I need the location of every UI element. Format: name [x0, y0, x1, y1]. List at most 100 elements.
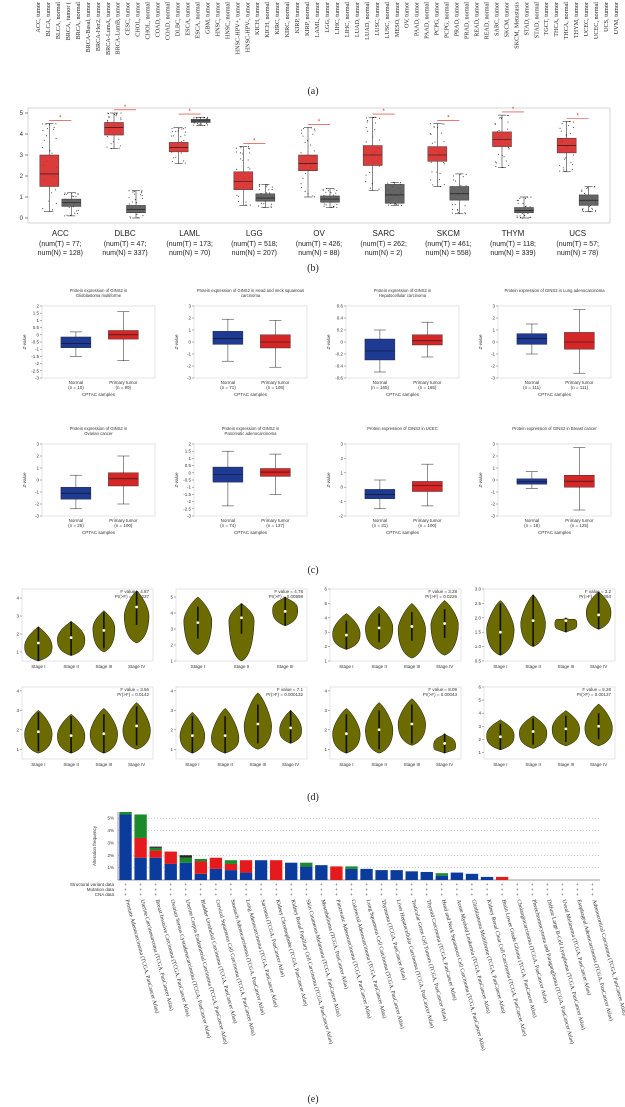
panel-b-jitter-point — [439, 172, 441, 174]
panel-b-jitter-point — [175, 131, 177, 133]
panel-e-row-mark: + — [410, 882, 413, 887]
panel-b-jitter-point — [498, 153, 500, 155]
panel-e-row-mark: + — [365, 887, 368, 892]
panel-b-jitter-point — [366, 121, 368, 123]
panel-d-frame — [21, 686, 154, 760]
panel-b-jitter-point — [300, 152, 302, 154]
panel-e-row-mark: + — [169, 892, 172, 897]
panel-c-ytick-label: -1 — [491, 352, 495, 357]
panel-d-ytick-label: 0.5 — [475, 659, 482, 664]
panel-d-frame — [21, 588, 154, 662]
panel-d-ytick-label: 2.5 — [475, 601, 482, 606]
panel-b-jitter-point — [173, 135, 175, 137]
panel-d-ytick-label: 5 — [478, 698, 481, 703]
panel-a-category-label: CHOL, normal — [145, 2, 152, 40]
panel-c-ytick-label: -2.5 — [31, 368, 39, 373]
panel-e-row-mark: + — [471, 892, 474, 897]
panel-a-category-label: CHOL, tumor — [135, 2, 142, 37]
panel-b-jitter-point — [51, 209, 53, 211]
panel-a-category-label: PRAD, normal — [464, 2, 471, 39]
panel-b-jitter-point — [260, 203, 262, 205]
panel-c-group-n: (n = 18) — [524, 523, 540, 528]
panel-b-jitter-point — [460, 184, 462, 186]
panel-a-category-label: KIRC, tumor — [274, 2, 281, 35]
panel-c-ytick-label: 0.6 — [337, 304, 344, 309]
panel-e-row-mark: + — [365, 892, 368, 897]
panel-c-group-n: (n = 111) — [571, 385, 589, 390]
panel-b-sig-star: * — [318, 120, 321, 126]
panel-e-bar-deep-deletion — [194, 873, 208, 880]
panel-e-row-mark: + — [230, 892, 233, 897]
panel-b-jitter-point — [379, 117, 381, 119]
panel-a-category-label: UCS, tumor — [603, 2, 610, 32]
panel-c-plot-title: carcinoma — [241, 293, 261, 298]
panel-d-median-dot — [531, 730, 535, 733]
panel-b-jitter-point — [110, 143, 112, 145]
panel-d-median-dot — [135, 724, 139, 728]
panel-c-ytick-label: 2 — [492, 454, 495, 459]
panel-c-group-n: (n = 137) — [266, 523, 285, 528]
panel-b-jitter-point — [263, 203, 265, 205]
panel-b-jitter-point — [196, 117, 198, 119]
panel-b-jitter-point — [239, 152, 241, 154]
panel-b-jitter-point — [377, 190, 379, 192]
panel-e-row-mark: + — [380, 887, 383, 892]
panel-d-fvalue: F value = 8.09 — [428, 687, 457, 692]
panel-d-ytick-label: 4 — [16, 596, 19, 601]
panel-c-box-tumor — [412, 334, 443, 346]
panel-label-c: (c) — [307, 565, 318, 576]
panel-d-ytick-label: 2 — [16, 632, 19, 637]
panel-c-group-n: (n = 100) — [114, 523, 133, 528]
panel-b-jitter-point — [559, 170, 561, 172]
panel-a-category-label: PRAD, tumor — [454, 2, 461, 36]
panel-e-row-mark: + — [275, 892, 278, 897]
panel-b-jitter-point — [441, 123, 443, 125]
panel-e-row-mark: + — [169, 887, 172, 892]
panel-e-bar-amplification — [194, 861, 208, 874]
panel-c-ytick-label: 3 — [492, 304, 495, 309]
panel-b-jitter-point — [572, 164, 574, 166]
panel-b-jitter-point — [270, 205, 272, 207]
panel-e-row-mark: + — [124, 882, 127, 887]
panel-b-jitter-point — [325, 204, 327, 206]
panel-a-category-label: HNSC-HPV-, tumor — [244, 2, 251, 52]
panel-b-jitter-point — [198, 123, 200, 125]
panel-b-jitter-point — [184, 162, 186, 164]
panel-d-median-dot — [196, 621, 200, 624]
panel-b-box-normal — [255, 193, 276, 202]
panel-e-row-mark: + — [576, 882, 579, 887]
panel-c-xlabel: CPTAC samples — [386, 530, 420, 535]
panel-c-group-label: Normal — [373, 380, 388, 385]
panel-b-jitter-point — [180, 140, 182, 142]
panel-c-group-n: (n = 125) — [570, 523, 589, 528]
panel-b-jitter-point — [181, 128, 183, 130]
panel-c-ytick-label: 1 — [36, 318, 39, 323]
panel-b-expression-boxplot: 0 1 2 3 4 5 * ACC (num(T) = 77; num(N) = 128) * DLB… — [20, 105, 611, 257]
panel-a-category-label: SKCM, tumor — [503, 2, 510, 37]
panel-b-ytick-label: 2 — [20, 174, 24, 180]
panel-d-ytick-label: 1.0 — [475, 644, 482, 649]
panel-a-category-label: OV, tumor — [404, 2, 411, 28]
panel-b-jitter-point — [249, 152, 251, 154]
panel-b-n-tumor: (num(T) = 518; — [231, 241, 278, 248]
panel-b-jitter-point — [45, 135, 47, 137]
panel-c-group-label: Normal — [525, 518, 540, 523]
panel-b-n-normal: num(N) = 70) — [169, 250, 210, 257]
panel-b-jitter-point — [71, 195, 73, 197]
panel-d-fvalue: F value = 4.78 — [274, 589, 303, 594]
panel-e-row-mark: + — [546, 887, 549, 892]
panel-b-jitter-point — [239, 158, 241, 160]
panel-e-bar-mutation — [300, 862, 313, 867]
panel-b-jitter-point — [302, 135, 304, 137]
panel-a-category-label: SARC, tumor — [493, 2, 500, 36]
panel-b-jitter-point — [582, 210, 584, 212]
panel-b-jitter-point — [323, 203, 325, 205]
panel-e-category-label: Uveal Melanoma (TCGA, PanCancer Atlas) — [560, 899, 592, 997]
panel-b-box-normal — [126, 205, 146, 213]
panel-c-ytick-label: -1.5 — [183, 492, 191, 497]
panel-b-jitter-point — [142, 197, 144, 199]
panel-b-jitter-point — [50, 192, 52, 194]
panel-b-jitter-point — [327, 190, 329, 192]
panel-b-box-tumor — [233, 171, 254, 190]
